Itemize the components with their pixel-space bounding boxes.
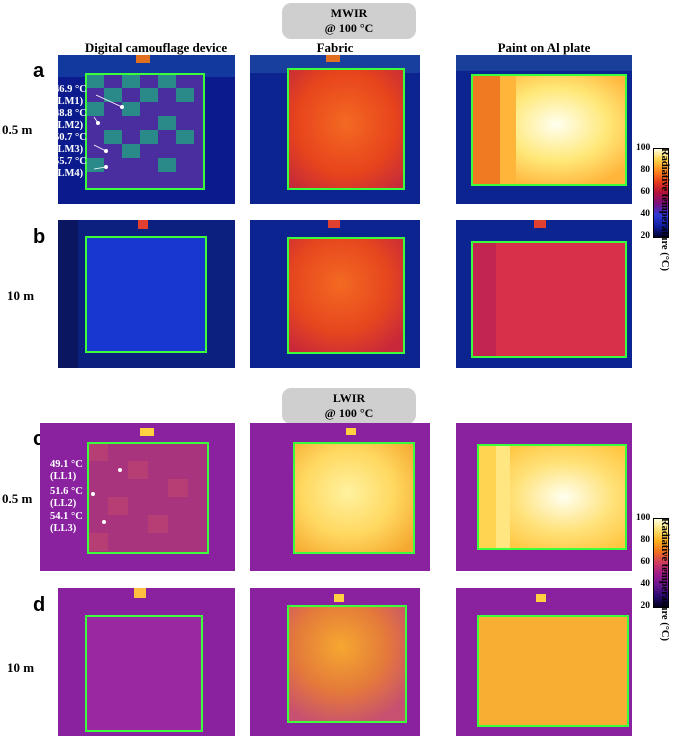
annotation-ll3: 54.1 °C (LL3) [50, 511, 83, 535]
thermal-image-c-fabric [250, 423, 430, 571]
thermal-image-b-paint [456, 220, 632, 368]
annotation-lm3-temp: 50.7 °C [54, 132, 87, 143]
mwir-colorbar-tick-100: 100 [636, 143, 651, 153]
mwir-colorbar-title: Radiative temperature (°C) [659, 148, 670, 271]
panel-letter-a: a [33, 60, 45, 82]
mwir-colorbar-tick-80: 80 [640, 165, 651, 175]
annotation-ll1: 49.1 °C (LL1) [50, 459, 83, 483]
annotation-ll3-temp: 54.1 °C [50, 511, 83, 522]
lwir-colorbar-title: Radiative temperature (°C) [659, 518, 670, 641]
annotation-lm2-temp: 48.8 °C [54, 108, 87, 119]
thermal-image-b-camouflage [58, 220, 235, 368]
annotation-lm4: 55.7 °C (LM4) [54, 156, 87, 180]
thermal-image-c-paint [456, 423, 632, 571]
panel-letter-b: b [33, 226, 46, 248]
annotation-lm4-temp: 55.7 °C [54, 156, 87, 167]
thermal-image-d-camouflage [58, 588, 235, 736]
lwir-colorbar-tick-20: 20 [640, 601, 651, 611]
annotation-lm3: 50.7 °C (LM3) [54, 132, 87, 156]
thermal-image-a-fabric [250, 55, 420, 204]
annotation-ll2: 51.6 °C (LL2) [50, 486, 83, 510]
row-label-a: 0.5 m [2, 122, 33, 137]
annotation-ll1-temp: 49.1 °C [50, 459, 83, 470]
lwir-colorbar-tick-40: 40 [640, 579, 651, 589]
lwir-colorbar-tick-100: 100 [636, 513, 651, 523]
thermal-image-d-paint [456, 588, 632, 736]
row-label-b: 10 m [7, 288, 35, 303]
annotation-lm4-label: (LM4) [54, 168, 84, 179]
panel-letter-c: c [33, 428, 45, 450]
row-label-c: 0.5 m [2, 491, 33, 506]
lwir-title: LWIR [332, 391, 366, 405]
annotation-lm3-label: (LM3) [54, 144, 84, 155]
annotation-ll3-label: (LL3) [50, 523, 77, 534]
mwir-title: MWIR [330, 6, 368, 20]
mwir-colorbar-tick-20: 20 [640, 231, 651, 241]
mwir-colorbar-tick-60: 60 [640, 187, 651, 197]
annotation-lm2-label: (LM2) [54, 120, 84, 131]
column-title-paint: Paint on Al plate [497, 40, 591, 55]
annotation-ll2-temp: 51.6 °C [50, 486, 83, 497]
mwir-colorbar-tick-40: 40 [640, 209, 651, 219]
mwir-banner: MWIR @ 100 °C [282, 3, 416, 39]
lwir-colorbar-tick-80: 80 [640, 535, 651, 545]
column-title-camouflage: Digital camouflage device [84, 40, 228, 55]
lwir-colorbar-tick-60: 60 [640, 557, 651, 567]
lwir-colorbar [653, 518, 669, 608]
annotation-ll1-label: (LL1) [50, 471, 77, 482]
annotation-lm1: 46.9 °C (LM1) [54, 84, 87, 108]
annotation-lm1-temp: 46.9 °C [54, 84, 87, 95]
annotation-lm1-label: (LM1) [54, 96, 84, 107]
row-label-d: 10 m [7, 660, 35, 675]
lwir-banner: LWIR @ 100 °C [282, 388, 416, 424]
lwir-subtitle: @ 100 °C [324, 406, 374, 420]
thermal-image-c-camouflage [40, 423, 235, 571]
thermal-image-d-fabric [250, 588, 420, 736]
thermal-image-a-paint [456, 55, 632, 204]
panel-letter-d: d [33, 594, 46, 616]
mwir-colorbar [653, 148, 669, 238]
thermal-image-a-camouflage [58, 55, 235, 204]
annotation-ll2-label: (LL2) [50, 498, 77, 509]
column-title-fabric: Fabric [316, 40, 354, 55]
annotation-lm2: 48.8 °C (LM2) [54, 108, 87, 132]
mwir-subtitle: @ 100 °C [324, 21, 374, 35]
thermal-image-b-fabric [250, 220, 420, 368]
